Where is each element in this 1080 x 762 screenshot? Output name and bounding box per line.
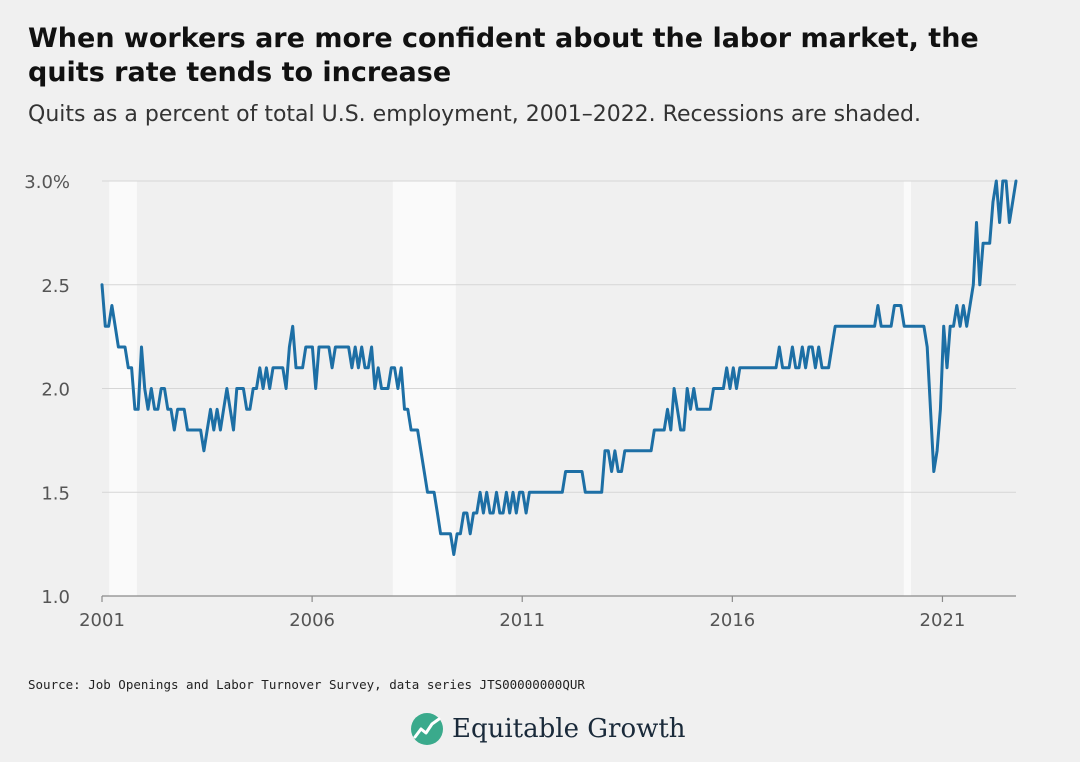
x-axis-tick-labels: 2001 2006 2011 2016 2021 <box>79 596 965 631</box>
brand-name: Equitable Growth <box>452 714 686 744</box>
source-note: Source: Job Openings and Labor Turnover … <box>28 677 585 692</box>
y-tick-label: 1.0 <box>41 587 70 608</box>
series-line-quits-rate <box>100 179 1018 556</box>
chart-title: When workers are more confident about th… <box>28 23 979 88</box>
x-tick-label: 2006 <box>289 610 335 631</box>
equitable-growth-logo-icon <box>411 713 443 745</box>
brand-logo: Equitable Growth <box>410 712 686 746</box>
quits-rate-line-chart: 1.0 1.5 2.0 2.5 3.0% 2001 2006 2011 2016 2021 <box>24 172 1018 631</box>
x-tick-label: 2016 <box>709 610 755 631</box>
x-tick-label: 2021 <box>920 610 966 631</box>
y-tick-label: 2.0 <box>41 380 70 401</box>
x-tick-label: 2001 <box>79 610 125 631</box>
y-tick-label: 2.5 <box>41 276 70 297</box>
y-axis-tick-labels: 1.0 1.5 2.0 2.5 3.0% <box>24 172 70 608</box>
chart-subtitle: Quits as a percent of total U.S. employm… <box>28 102 921 127</box>
y-tick-label: 1.5 <box>41 483 70 504</box>
x-tick-label: 2011 <box>499 610 545 631</box>
y-tick-label: 3.0% <box>24 172 70 193</box>
